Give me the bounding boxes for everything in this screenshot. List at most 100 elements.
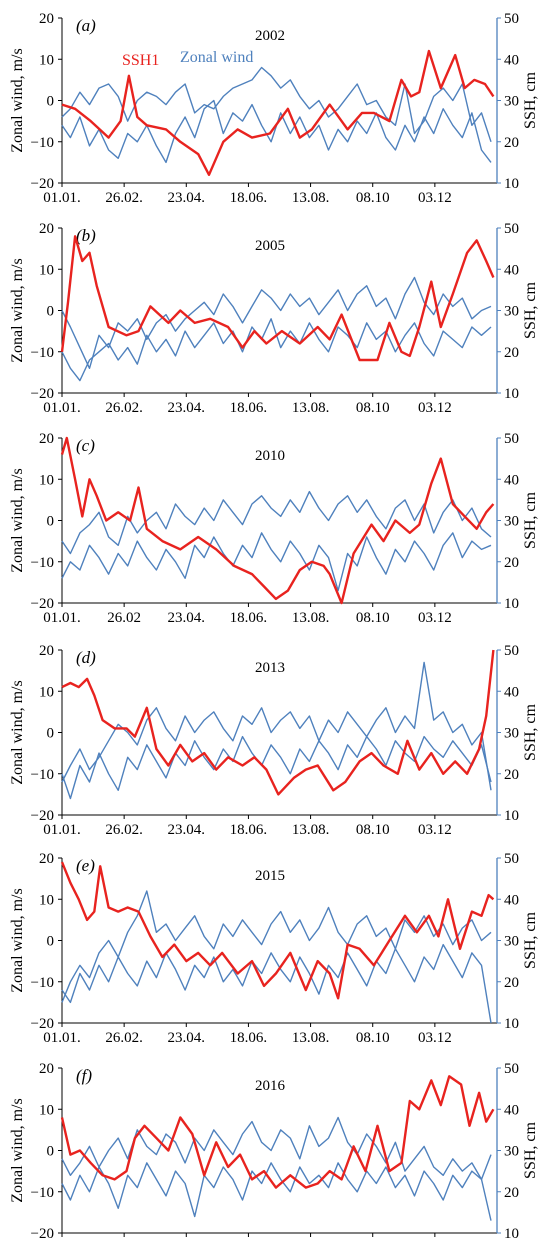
x-tick-label: 18.06. bbox=[230, 610, 268, 626]
ssh-series-line bbox=[60, 1075, 495, 1189]
x-tick-label: 13.08. bbox=[292, 1030, 330, 1046]
right-tick-label: 10 bbox=[504, 808, 519, 824]
x-tick-label: 18.06. bbox=[230, 1240, 268, 1242]
right-tick-label: 20 bbox=[504, 1185, 519, 1201]
left-tick-label: 20 bbox=[39, 11, 54, 27]
panel-label: (a) bbox=[76, 16, 96, 35]
left-tick-label: −10 bbox=[31, 345, 54, 361]
left-axis-title: Zonal wind, m/s bbox=[9, 48, 26, 152]
panel-year: 2013 bbox=[255, 660, 285, 676]
right-tick-label: 30 bbox=[504, 726, 519, 742]
right-tick-label: 40 bbox=[504, 472, 519, 488]
right-tick-label: 50 bbox=[504, 431, 519, 447]
wind-series-line bbox=[61, 532, 492, 592]
ssh-series-line bbox=[60, 861, 495, 1000]
panel-label: (e) bbox=[76, 856, 95, 875]
right-tick-label: 40 bbox=[504, 892, 519, 908]
x-tick-label: 13.08. bbox=[292, 610, 330, 626]
panel-label: (d) bbox=[76, 648, 96, 667]
ssh-series-line bbox=[61, 649, 495, 796]
panel-2013: −20 −10 0 10 20 10 20 30 40 50 01.01. 26.02. 23.04. 1… bbox=[9, 643, 539, 838]
left-tick-label: 20 bbox=[39, 851, 54, 867]
x-tick-label: 08.10 bbox=[356, 190, 390, 206]
right-tick-label: 20 bbox=[504, 767, 519, 783]
right-axis-title: SSH, cm bbox=[522, 1122, 539, 1179]
left-axis-title: Zonal wind, m/s bbox=[9, 888, 26, 992]
left-tick-label: −20 bbox=[31, 176, 54, 192]
left-tick-label: −20 bbox=[31, 386, 54, 402]
ssh-series-line bbox=[61, 49, 495, 177]
x-tick-label: 01.01. bbox=[43, 610, 81, 626]
x-tick-label: 13.08. bbox=[292, 400, 330, 416]
legend-zonal-wind: Zonal wind bbox=[180, 49, 253, 66]
panel-label: (c) bbox=[76, 436, 95, 455]
x-tick-label: 03.12 bbox=[418, 190, 452, 206]
ssh-series-line bbox=[60, 436, 495, 605]
legend-ssh1: SSH1 bbox=[122, 52, 159, 69]
left-axis-title: Zonal wind, m/s bbox=[9, 258, 26, 362]
wind-series-line bbox=[61, 890, 492, 1003]
panel-label: (f) bbox=[76, 1066, 92, 1085]
panel-year: 2015 bbox=[255, 868, 285, 884]
x-tick-label: 08.10 bbox=[356, 822, 390, 838]
left-tick-label: −20 bbox=[31, 1226, 54, 1242]
right-tick-label: 30 bbox=[504, 304, 519, 320]
x-tick-label: 03.12 bbox=[418, 1240, 452, 1242]
right-tick-label: 10 bbox=[504, 1226, 519, 1242]
panel-2005: −20 −10 0 10 20 10 20 30 40 50 01.01. 26.02. 23.04. 1… bbox=[9, 221, 539, 416]
x-tick-label: 18.06. bbox=[230, 822, 268, 838]
x-tick-label: 23.04. bbox=[168, 610, 206, 626]
right-tick-label: 10 bbox=[504, 596, 519, 612]
x-tick-label: 26.02 bbox=[107, 610, 141, 626]
x-tick-label: 01.01. bbox=[43, 1030, 81, 1046]
right-tick-label: 40 bbox=[504, 1102, 519, 1118]
left-tick-label: 10 bbox=[39, 52, 54, 68]
wind-series-line bbox=[61, 276, 492, 369]
right-tick-label: 10 bbox=[504, 1016, 519, 1032]
left-tick-label: 0 bbox=[47, 1144, 55, 1160]
right-axis-title: SSH, cm bbox=[522, 912, 539, 969]
x-tick-label: 23.04. bbox=[168, 400, 206, 416]
x-tick-label: 26.02. bbox=[105, 1240, 143, 1242]
left-axis-title: Zonal wind, m/s bbox=[9, 680, 26, 784]
right-tick-label: 30 bbox=[504, 934, 519, 950]
wind-series-line bbox=[61, 318, 492, 382]
right-tick-label: 20 bbox=[504, 555, 519, 571]
x-tick-label: 26.02. bbox=[105, 1030, 143, 1046]
ssh-series-line bbox=[60, 235, 495, 362]
panel-year: 2016 bbox=[255, 1078, 286, 1094]
x-tick-label: 18.06. bbox=[230, 1030, 268, 1046]
left-tick-label: 0 bbox=[47, 726, 55, 742]
left-tick-label: 0 bbox=[47, 934, 55, 950]
left-tick-label: −20 bbox=[31, 1016, 54, 1032]
panel-year: 2005 bbox=[255, 238, 285, 254]
right-tick-label: 30 bbox=[504, 1144, 519, 1160]
x-tick-label: 18.06. bbox=[230, 190, 268, 206]
x-tick-label: 13.08. bbox=[292, 190, 330, 206]
left-tick-label: 10 bbox=[39, 262, 54, 278]
right-tick-label: 50 bbox=[504, 1061, 519, 1077]
left-tick-label: 0 bbox=[47, 304, 55, 320]
x-tick-label: 03.12 bbox=[418, 1030, 452, 1046]
left-tick-label: 0 bbox=[47, 94, 55, 110]
left-tick-label: 20 bbox=[39, 221, 54, 237]
right-tick-label: 40 bbox=[504, 262, 519, 278]
left-tick-label: 10 bbox=[39, 472, 54, 488]
x-tick-label: 26.02. bbox=[105, 400, 143, 416]
x-tick-label: 08.10 bbox=[356, 1240, 390, 1242]
left-tick-label: 20 bbox=[39, 643, 54, 659]
wind-series-line bbox=[61, 1162, 492, 1221]
right-tick-label: 20 bbox=[504, 975, 519, 991]
right-tick-label: 30 bbox=[504, 514, 519, 530]
left-tick-label: −10 bbox=[31, 767, 54, 783]
left-tick-label: −10 bbox=[31, 975, 54, 991]
x-tick-label: 23.04. bbox=[168, 190, 206, 206]
x-tick-label: 01.01. bbox=[43, 1240, 81, 1242]
right-axis-title: SSH, cm bbox=[522, 492, 539, 549]
right-tick-label: 10 bbox=[504, 176, 519, 192]
right-tick-label: 50 bbox=[504, 851, 519, 867]
x-tick-label: 26.02. bbox=[105, 822, 143, 838]
left-tick-label: −20 bbox=[31, 808, 54, 824]
